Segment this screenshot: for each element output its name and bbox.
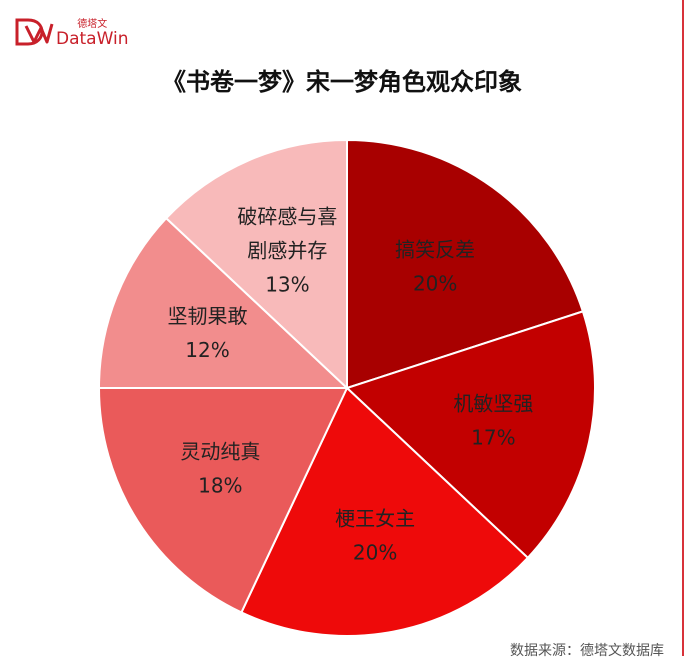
logo-text: 德塔文 DataWin bbox=[56, 20, 129, 48]
pie-slice-2 bbox=[345, 310, 596, 560]
slice-label-6-line-2: 剧感并存 bbox=[247, 238, 327, 262]
slice-value-6: 13% bbox=[265, 272, 309, 296]
datawin-logo-icon bbox=[15, 18, 54, 46]
pie-slice-5 bbox=[97, 216, 350, 389]
pie-slice-3 bbox=[240, 386, 530, 637]
logo-en: DataWin bbox=[56, 29, 129, 49]
slice-label-1: 搞笑反差 bbox=[395, 238, 475, 262]
slice-value-1: 20% bbox=[413, 272, 457, 296]
data-source-note: 数据来源：德塔文数据库 bbox=[510, 643, 664, 659]
slice-value-2: 17% bbox=[471, 426, 515, 450]
datawin-logo: 德塔文 DataWin bbox=[14, 14, 129, 48]
slice-label-4: 灵动纯真 bbox=[180, 439, 260, 463]
slice-value-4: 18% bbox=[198, 473, 242, 497]
slice-label-2: 机敏坚强 bbox=[453, 392, 533, 416]
pie-slice-6 bbox=[164, 138, 348, 391]
pie-slice-4 bbox=[97, 387, 349, 614]
slice-label-3: 梗王女主 bbox=[335, 506, 415, 530]
logo-cn: 德塔文 bbox=[77, 19, 108, 30]
slice-label-5: 坚韧果敢 bbox=[168, 304, 248, 328]
slice-label-6-line-1: 破碎感与喜 bbox=[237, 204, 337, 228]
slice-value-5: 12% bbox=[185, 338, 229, 362]
chart-title: 《书卷一梦》宋一梦角色观众印象 bbox=[162, 68, 522, 96]
pie-slice-1 bbox=[346, 138, 585, 390]
slice-value-3: 20% bbox=[353, 540, 397, 564]
